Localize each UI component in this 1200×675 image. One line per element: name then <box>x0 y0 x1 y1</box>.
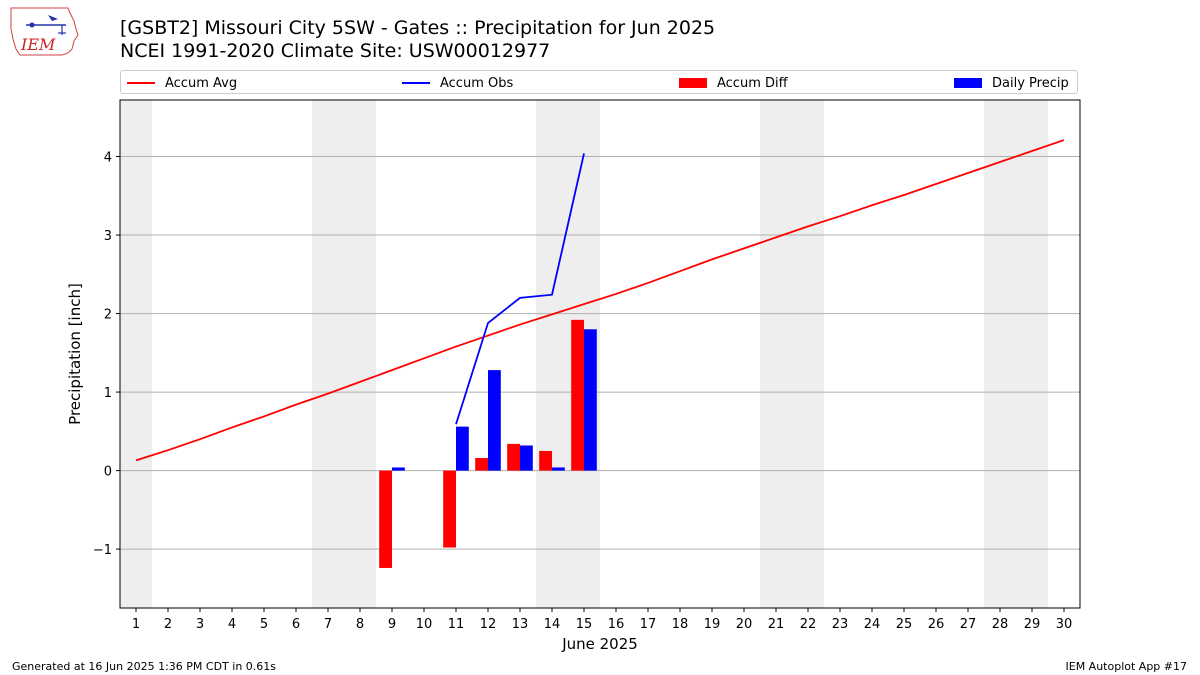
x-tick-label-24: 24 <box>864 617 881 632</box>
app-label: IEM Autoplot App #17 <box>1065 660 1188 673</box>
x-axis-ticks: 1 2 3 4 5 6 7 8 9 10 11 12 13 14 15 16 17 18 19 20 21 22 23 24 2… <box>132 608 1072 632</box>
accum-diff-bar-9 <box>379 470 392 568</box>
x-tick-label-16: 16 <box>608 617 625 632</box>
y-tick-label-1: 0 <box>104 465 112 480</box>
legend-label-accum-diff: Accum Diff <box>717 75 788 91</box>
plot-frame <box>119 99 1081 609</box>
iem-logo: IEM <box>10 7 79 56</box>
y-tick-label-4: 3 <box>104 229 112 244</box>
x-tick-label-12: 12 <box>480 617 497 632</box>
daily-precip-bar-15 <box>584 329 597 471</box>
accum-avg-line <box>135 139 1065 462</box>
x-axis-label: June 2025 <box>561 635 638 653</box>
x-tick-label-3: 3 <box>196 617 204 632</box>
accum-diff-bar-15 <box>571 319 584 471</box>
x-tick-label-29: 29 <box>1024 617 1041 632</box>
legend-item-accum-avg: Accum Avg <box>127 73 237 93</box>
weekend-shading <box>120 100 1048 608</box>
x-tick-label-5: 5 <box>260 617 268 632</box>
bars <box>379 319 597 568</box>
legend-item-daily-precip: Daily Precip <box>954 73 1069 93</box>
y-axis-label: Precipitation [inch] <box>66 283 84 425</box>
y-axis-ticks: −1 0 1 2 3 4 <box>93 151 120 558</box>
daily-precip-bar-14 <box>552 467 565 471</box>
x-tick-label-8: 8 <box>356 617 364 632</box>
x-tick-label-11: 11 <box>448 617 465 632</box>
x-tick-label-19: 19 <box>704 617 721 632</box>
x-tick-label-4: 4 <box>228 617 236 632</box>
y-tick-label-5: 4 <box>104 151 112 166</box>
x-tick-label-27: 27 <box>960 617 977 632</box>
y-gridlines <box>120 156 1080 550</box>
x-tick-label-21: 21 <box>768 617 785 632</box>
x-tick-label-14: 14 <box>544 617 561 632</box>
legend-label-accum-avg: Accum Avg <box>165 75 238 91</box>
accum-diff-bar-11 <box>443 470 456 548</box>
legend-swatch-accum-diff <box>679 78 707 88</box>
lines <box>135 139 1065 462</box>
x-tick-label-15: 15 <box>576 617 593 632</box>
x-tick-label-2: 2 <box>164 617 172 632</box>
chart-title: [GSBT2] Missouri City 5SW - Gates :: Pre… <box>120 17 716 39</box>
y-tick-label-3: 2 <box>104 308 112 323</box>
accum-diff-bar-12 <box>475 458 488 471</box>
x-tick-label-23: 23 <box>832 617 849 632</box>
legend-label-accum-obs: Accum Obs <box>440 75 514 91</box>
x-tick-label-1: 1 <box>132 617 140 632</box>
x-tick-label-10: 10 <box>416 617 433 632</box>
y-tick-label-0: −1 <box>93 543 112 558</box>
legend-item-accum-obs: Accum Obs <box>402 73 513 93</box>
legend-label-daily-precip: Daily Precip <box>992 75 1069 91</box>
x-tick-label-22: 22 <box>800 617 817 632</box>
x-tick-label-7: 7 <box>324 617 332 632</box>
legend-swatch-accum-avg <box>127 82 155 84</box>
x-tick-label-25: 25 <box>896 617 913 632</box>
x-tick-label-30: 30 <box>1056 617 1073 632</box>
accum-diff-bar-13 <box>507 443 520 471</box>
x-tick-label-13: 13 <box>512 617 529 632</box>
x-tick-label-28: 28 <box>992 617 1009 632</box>
daily-precip-bar-11 <box>456 426 469 471</box>
weekend-shade-0 <box>120 100 152 608</box>
chart-legend: Accum Avg Accum Obs Accum Diff Daily Pre… <box>120 70 1078 94</box>
x-tick-label-6: 6 <box>292 617 300 632</box>
x-tick-label-9: 9 <box>388 617 396 632</box>
x-tick-label-20: 20 <box>736 617 753 632</box>
legend-item-accum-diff: Accum Diff <box>679 73 788 93</box>
weekend-shade-3 <box>760 100 824 608</box>
weekend-shade-1 <box>312 100 376 608</box>
accum-obs-line <box>455 153 585 425</box>
x-tick-label-17: 17 <box>640 617 657 632</box>
chart-subtitle: NCEI 1991-2020 Climate Site: USW00012977 <box>120 40 551 62</box>
legend-swatch-daily-precip <box>954 78 982 88</box>
x-tick-label-18: 18 <box>672 617 689 632</box>
x-tick-label-26: 26 <box>928 617 945 632</box>
daily-precip-bar-13 <box>520 445 533 471</box>
weekend-shade-4 <box>984 100 1048 608</box>
generated-timestamp: Generated at 16 Jun 2025 1:36 PM CDT in … <box>12 660 277 673</box>
y-tick-label-2: 1 <box>104 386 112 401</box>
daily-precip-bar-12 <box>488 370 501 471</box>
accum-diff-bar-14 <box>539 450 552 471</box>
daily-precip-bar-9 <box>392 467 405 471</box>
legend-swatch-accum-obs <box>402 82 430 84</box>
iem-logo-text: IEM <box>20 35 56 54</box>
